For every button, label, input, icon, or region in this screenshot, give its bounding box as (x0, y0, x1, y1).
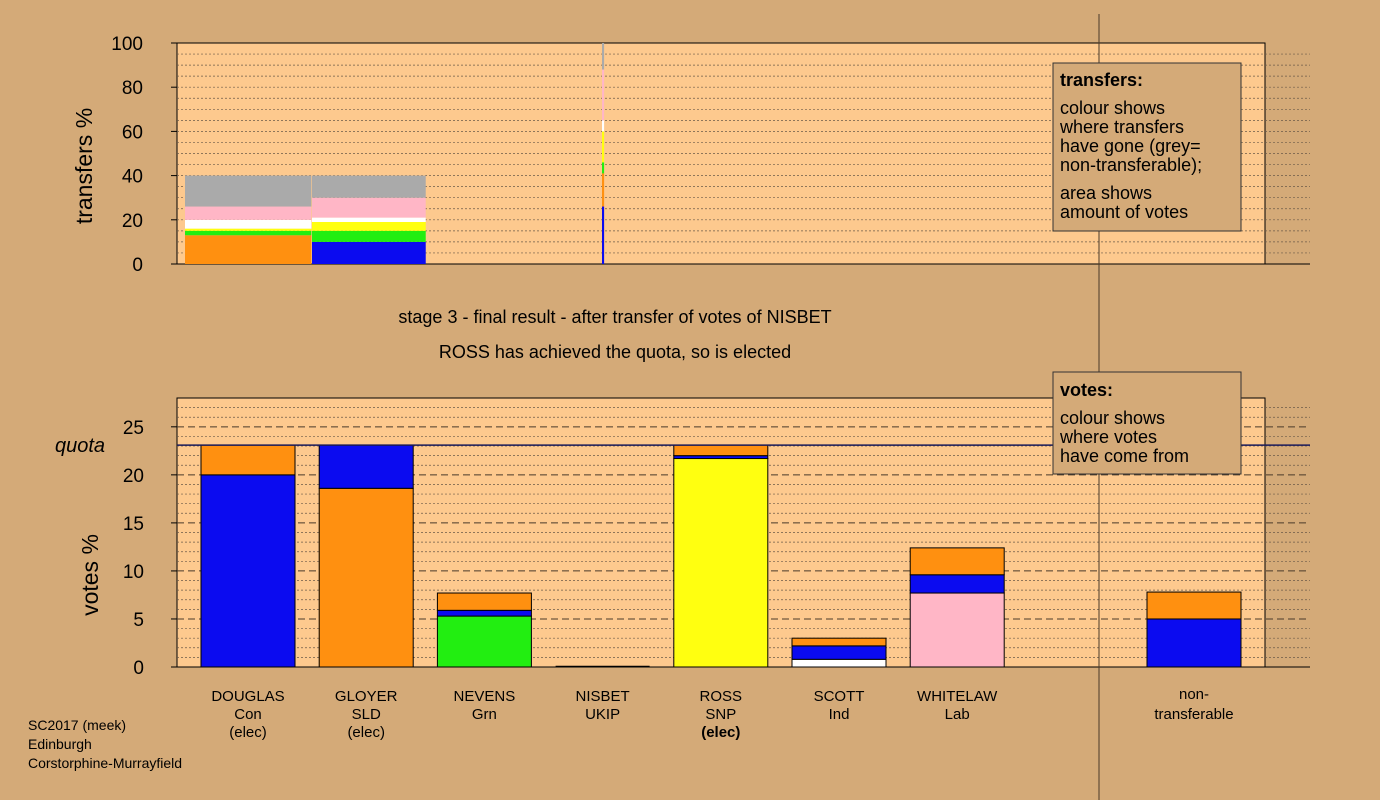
candidate-party: Grn (472, 706, 497, 723)
candidate-status: (elec) (229, 724, 267, 741)
votes-legend-line: have come from (1060, 446, 1189, 466)
candidate-name: GLOYER (335, 688, 398, 705)
transfers-legend-line: where transfers (1059, 117, 1184, 137)
y-tick-label: 80 (122, 78, 143, 99)
nontransferable-bar-segment-SLD (1146, 591, 1242, 620)
transfer-segment-SNP (185, 228, 312, 231)
candidate-party: UKIP (585, 706, 620, 723)
y-tick-label: 0 (132, 255, 143, 276)
candidate-party: Con (234, 706, 262, 723)
candidate-name: SCOTT (814, 688, 865, 705)
y-tick-label: 10 (123, 562, 144, 583)
transfer-segment-Con (312, 241, 426, 264)
votes-legend-box (1052, 371, 1242, 475)
nontransferable-label: transferable (1154, 706, 1233, 723)
stage-subtitle: ROSS has achieved the quota, so is elect… (439, 342, 791, 362)
transfers-legend-line: have gone (grey= (1060, 136, 1201, 156)
votes-legend-title: votes: (1060, 380, 1113, 400)
nontransferable-bar-segment-Con (1146, 618, 1242, 668)
candidate-name: NISBET (576, 688, 630, 705)
transfer-segment-Lab (312, 197, 426, 218)
transfer-segment-SLD (185, 235, 312, 264)
nontransferable-label: non- (1179, 686, 1209, 703)
candidate-name: ROSS (700, 688, 743, 705)
y-tick-label: 0 (133, 658, 144, 679)
transfers-y-axis-label: transfers % (71, 108, 97, 224)
y-tick-label: 100 (111, 34, 143, 55)
transfer-segment-Grn (602, 162, 605, 174)
transfers-legend-line: amount of votes (1060, 202, 1188, 222)
candidate-party: Ind (829, 706, 850, 723)
candidate-bar-segment-SNP (673, 458, 769, 668)
transfer-segment-Con (602, 206, 605, 264)
transfers-legend-line: area shows (1060, 183, 1152, 203)
candidate-status: (elec) (701, 724, 740, 741)
transfer-segment-SNP (312, 222, 426, 231)
transfer-segment-non_transferable (602, 43, 605, 70)
candidate-bar-segment-Lab (909, 592, 1005, 668)
transfers-y-axis: 0 20 40 60 80 100 (111, 34, 1310, 276)
candidate-bar-segment-Con (909, 574, 1005, 594)
votes-x-axis-labels: DOUGLASCon(elec)GLOYERSLD(elec)NEVENSGrn… (211, 686, 1233, 741)
y-tick-label: 20 (122, 211, 143, 232)
candidate-party: Lab (945, 706, 970, 723)
candidate-name: DOUGLAS (211, 688, 284, 705)
transfer-segment-Grn (312, 230, 426, 242)
quota-label: quota (55, 435, 105, 457)
transfer-segment-non_transferable (312, 175, 426, 198)
votes-legend-line: colour shows (1060, 408, 1165, 428)
footer-line: SC2017 (meek) (28, 717, 126, 733)
candidate-bar-segment-SLD (791, 637, 887, 647)
candidate-party: SNP (705, 706, 736, 723)
votes-legend-line: where votes (1059, 427, 1157, 447)
candidate-bar-segment-Con (791, 645, 887, 660)
candidate-bar-segment-SLD (673, 444, 769, 457)
candidate-bar-segment-Grn (436, 615, 532, 668)
y-tick-label: 5 (133, 610, 144, 631)
transfer-segment-SNP (602, 131, 605, 163)
transfers-legend-box (1052, 62, 1242, 232)
candidate-name: WHITELAW (917, 688, 998, 705)
transfers-legend: transfers: colour shows where transfers … (1052, 62, 1242, 232)
y-tick-label: 60 (122, 122, 143, 143)
transfers-legend-line: colour shows (1060, 98, 1165, 118)
footer-line: Corstorphine-Murrayfield (28, 755, 182, 771)
candidate-bar-segment-Con (436, 609, 532, 617)
candidate-bar-segment-SLD (200, 444, 296, 476)
transfers-legend-title: transfers: (1060, 70, 1143, 90)
candidate-bar-segment-Con (200, 474, 296, 668)
transfers-legend-line: non-transferable); (1060, 155, 1202, 175)
y-tick-label: 40 (122, 167, 143, 188)
transfer-segment-Lab (185, 206, 312, 220)
candidate-name: NEVENS (454, 688, 516, 705)
y-tick-label: 15 (123, 514, 144, 535)
candidate-bar-segment-Con (318, 444, 414, 489)
stage-title: stage 3 - final result - after transfer … (398, 307, 831, 327)
candidate-bar-segment-SLD (909, 547, 1005, 576)
transfer-segment-Ind (185, 219, 312, 229)
candidate-party: SLD (352, 706, 381, 723)
transfer-segment-SLD (602, 173, 605, 207)
y-tick-label: 20 (123, 466, 144, 487)
transfer-segment-Ind (602, 120, 605, 132)
transfers-bars (185, 43, 605, 264)
votes-legend: votes: colour shows where votes have com… (1052, 371, 1242, 475)
transfer-segment-non_transferable (185, 175, 312, 207)
candidate-status: (elec) (347, 724, 385, 741)
transfer-segment-Lab (602, 69, 605, 121)
footer-line: Edinburgh (28, 736, 92, 752)
y-tick-label: 25 (123, 418, 144, 439)
transfer-segment-Grn (185, 230, 312, 236)
votes-y-axis-label: votes % (77, 534, 103, 616)
candidate-bar-segment-SLD (318, 487, 414, 668)
candidate-bar-segment-Ind (791, 658, 887, 668)
transfer-segment-Ind (312, 217, 426, 223)
votes-bars (200, 444, 1242, 668)
candidate-bar-segment-SLD (436, 592, 532, 611)
